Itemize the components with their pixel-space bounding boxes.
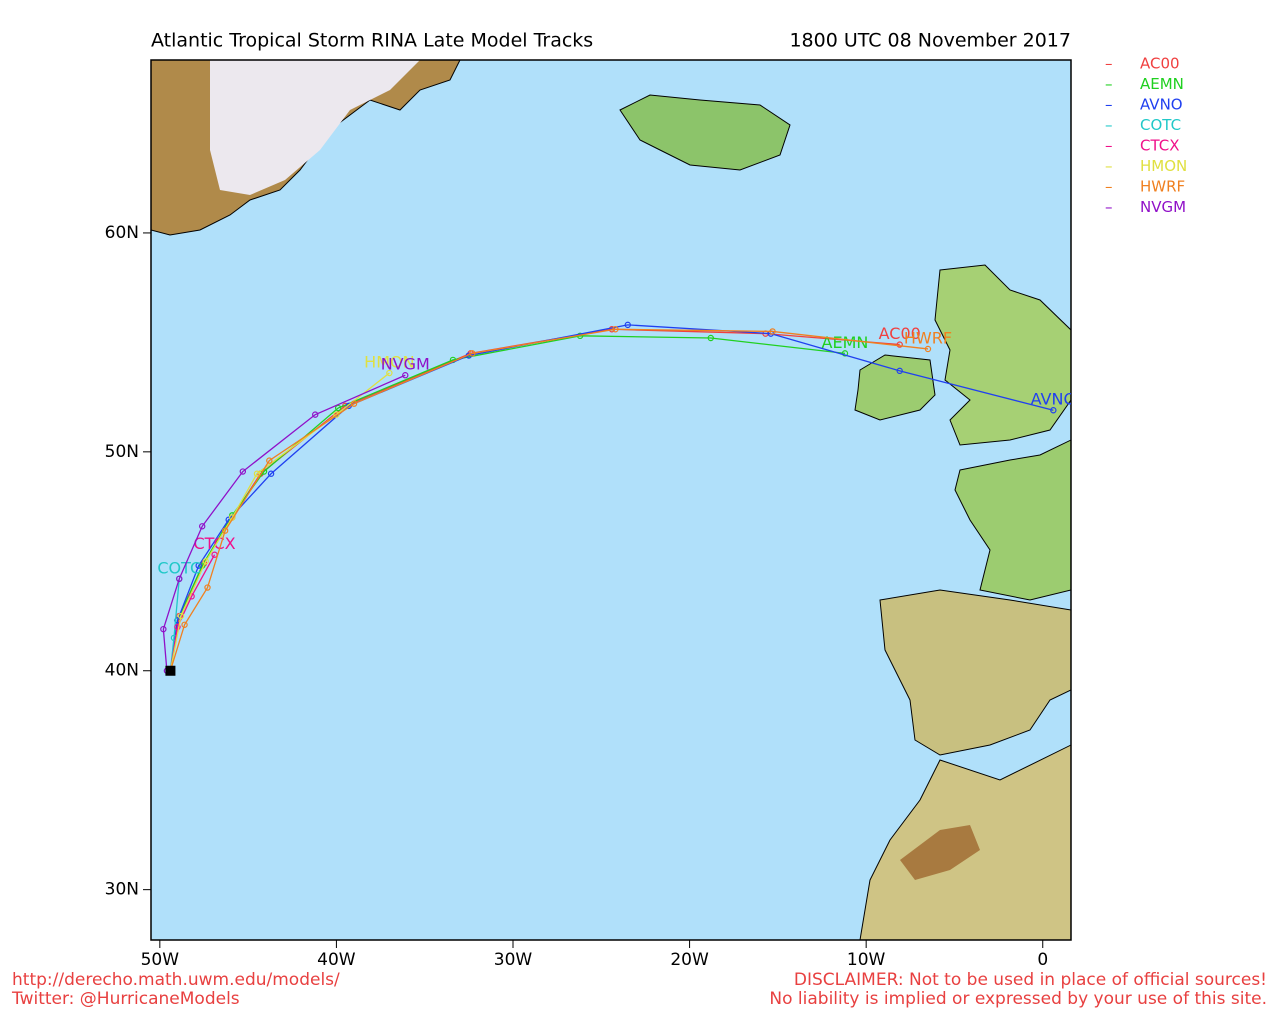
initial-position xyxy=(165,665,176,676)
footer-disclaimer: DISCLAIMER: Not to be used in place of o… xyxy=(794,970,1267,990)
footer-disclaimer: No liability is implied or expressed by … xyxy=(769,989,1267,1009)
legend-label: CTCX xyxy=(1140,137,1180,155)
x-tick-label: 30W xyxy=(494,950,533,970)
track-point xyxy=(195,562,202,569)
x-tick-label: 10W xyxy=(847,950,886,970)
legend-dash: – xyxy=(1105,116,1113,134)
legend-label: COTC xyxy=(1140,116,1181,134)
track-point xyxy=(176,575,183,583)
track-point xyxy=(924,345,932,353)
track-line xyxy=(169,324,1054,671)
track-point xyxy=(177,612,185,620)
legend-dash: – xyxy=(1105,157,1113,175)
track-line xyxy=(169,372,390,671)
track-point xyxy=(266,457,273,464)
legend-label: AC00 xyxy=(1140,55,1180,73)
track-point xyxy=(312,411,319,418)
track-point xyxy=(202,558,209,565)
legend-dash: – xyxy=(1105,75,1113,93)
y-tick-label: 60N xyxy=(105,223,139,243)
track-point xyxy=(469,350,476,357)
track-end-label: COTC xyxy=(157,558,201,577)
legend-dash: – xyxy=(1105,178,1113,196)
legend-dash: – xyxy=(1105,55,1113,73)
track-point xyxy=(181,621,188,628)
y-tick-label: 40N xyxy=(105,661,139,681)
track-point xyxy=(253,470,261,477)
track-point xyxy=(769,328,776,335)
legend-label: AEMN xyxy=(1140,75,1184,93)
track-point xyxy=(612,326,619,333)
chart-subtitle: 1800 UTC 08 November 2017 xyxy=(789,30,1071,52)
track-point xyxy=(199,523,206,530)
track-point xyxy=(333,411,340,418)
land xyxy=(151,60,1071,940)
track-point xyxy=(386,369,393,377)
legend-label: HMON xyxy=(1140,157,1187,175)
track-point xyxy=(841,350,849,357)
legend-label: HWRF xyxy=(1140,178,1185,196)
track-point xyxy=(221,527,229,534)
footer-url: http://derecho.math.uwm.edu/models/ xyxy=(12,970,340,990)
legend-dash: – xyxy=(1105,198,1113,216)
track-end-label: CTCX xyxy=(193,534,235,553)
x-tick-label: 0 xyxy=(1037,950,1048,970)
track-end-label: HWRF xyxy=(904,328,952,347)
x-tick-label: 20W xyxy=(670,950,709,970)
footer-twitter: Twitter: @HurricaneModels xyxy=(11,989,240,1009)
legend-label: NVGM xyxy=(1140,198,1186,216)
x-tick-label: 40W xyxy=(317,950,356,970)
y-tick-label: 30N xyxy=(105,880,139,900)
legend-dash: – xyxy=(1105,96,1113,114)
track-point xyxy=(707,334,714,342)
y-tick-label: 50N xyxy=(105,442,139,462)
legend-dash: – xyxy=(1105,137,1113,155)
track-point xyxy=(1050,407,1057,414)
track-line xyxy=(162,374,406,671)
track-line xyxy=(169,554,216,671)
track-end-label: NVGM xyxy=(381,355,430,374)
track-end-label: AEMN xyxy=(822,333,869,352)
tracks: AC00 AEMN AVNO COTC CTCX HMON HWRF NVGM xyxy=(157,321,1076,676)
x-tick-label: 50W xyxy=(141,950,180,970)
track-end-label: HMON xyxy=(364,353,414,372)
track-point xyxy=(174,623,181,631)
track-end-label: AC00 xyxy=(879,324,921,343)
track-point xyxy=(334,404,342,412)
track-end-label: AVNO xyxy=(1031,390,1076,409)
track-point xyxy=(350,400,358,407)
chart-title: Atlantic Tropical Storm RINA Late Model … xyxy=(151,30,593,52)
track-point xyxy=(896,367,903,375)
plot-frame xyxy=(150,59,1072,941)
track-point xyxy=(624,321,631,329)
track-point xyxy=(204,584,211,591)
track-point xyxy=(239,468,247,475)
track-point xyxy=(267,470,275,477)
ocean xyxy=(151,60,1071,940)
track-line xyxy=(169,328,929,671)
legend-label: AVNO xyxy=(1140,96,1183,114)
track-point xyxy=(160,625,167,633)
track-point xyxy=(402,372,409,379)
track-point xyxy=(896,341,903,348)
